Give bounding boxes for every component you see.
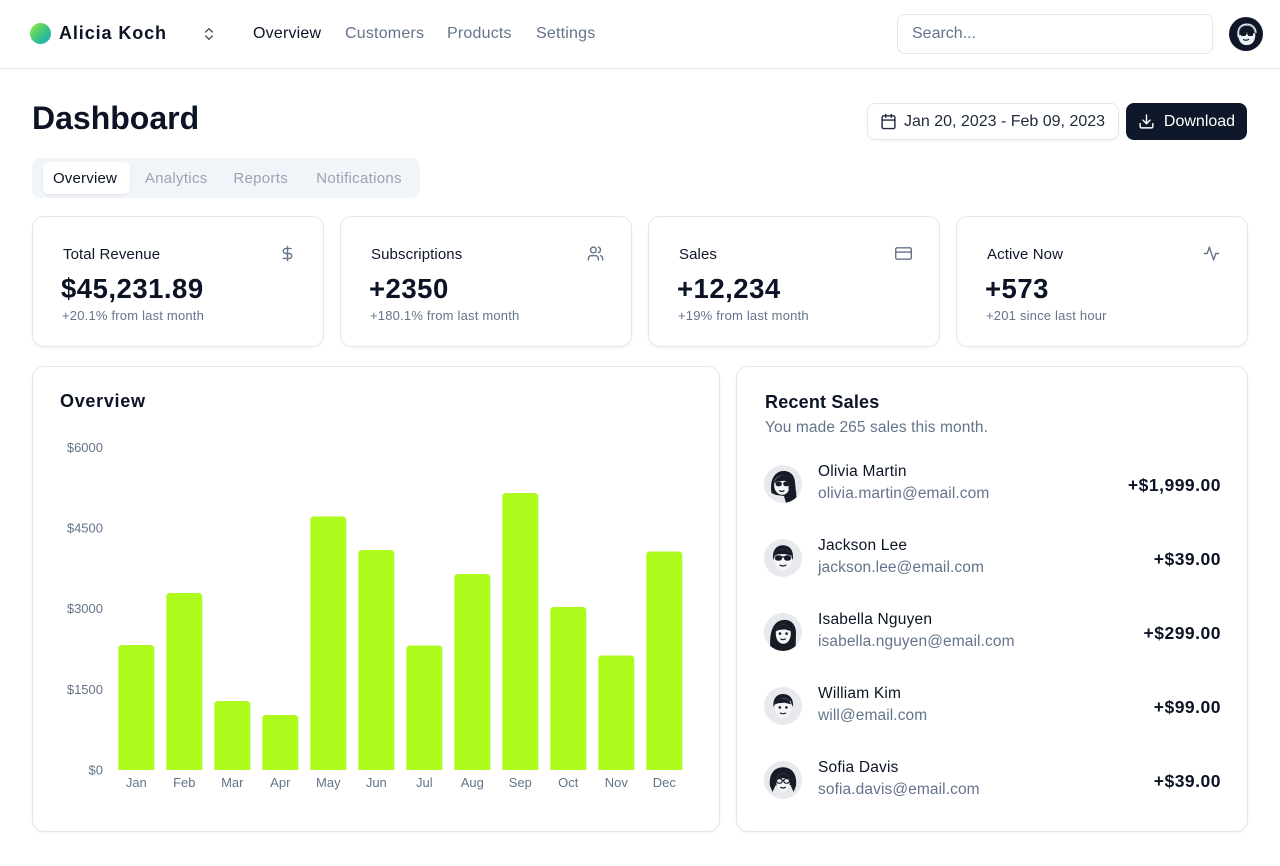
svg-text:$1500: $1500 [67, 682, 103, 697]
svg-text:Mar: Mar [221, 775, 244, 790]
svg-text:Jul: Jul [416, 775, 433, 790]
svg-text:Jan: Jan [126, 775, 147, 790]
svg-text:Sep: Sep [509, 775, 532, 790]
svg-text:$0: $0 [89, 763, 103, 778]
svg-text:May: May [316, 775, 341, 790]
svg-text:Feb: Feb [173, 775, 195, 790]
svg-text:Nov: Nov [605, 775, 629, 790]
svg-text:Aug: Aug [461, 775, 484, 790]
svg-text:Jun: Jun [366, 775, 387, 790]
svg-text:$3000: $3000 [67, 601, 103, 616]
svg-text:Dec: Dec [653, 775, 677, 790]
svg-text:$4500: $4500 [67, 521, 103, 536]
svg-text:$6000: $6000 [67, 440, 103, 455]
svg-text:Apr: Apr [270, 775, 291, 790]
svg-text:Oct: Oct [558, 775, 579, 790]
